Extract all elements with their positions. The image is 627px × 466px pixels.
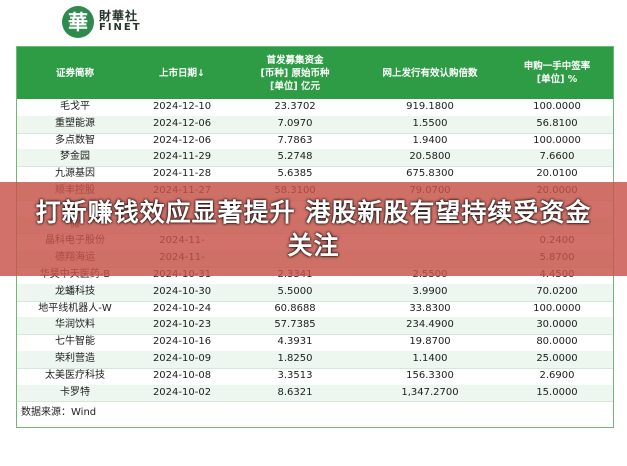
cell-fund: 4.3931 bbox=[277, 336, 313, 348]
cell-rate: 7.6600 bbox=[539, 151, 575, 163]
header-name: 证券简称 bbox=[55, 67, 94, 79]
cell-multiple: 33.8300 bbox=[409, 302, 451, 314]
cell-multiple: 156.3300 bbox=[406, 369, 454, 381]
cell-name: 龙蟠科技 bbox=[55, 285, 95, 297]
cell-fund: 7.0970 bbox=[277, 117, 313, 129]
table-row: 太美医疗科技 2024-10-08 3.3513 156.3300 2.6900 bbox=[17, 368, 613, 386]
table-row: 七牛智能 2024-10-16 4.3931 19.8700 80.0000 bbox=[17, 334, 613, 352]
cell-rate: 20.0100 bbox=[536, 168, 578, 180]
cell-name: 梦金园 bbox=[60, 151, 90, 163]
cell-multiple: 234.4900 bbox=[406, 319, 454, 331]
cell-multiple: 1,347.2700 bbox=[401, 386, 459, 398]
header-fund: 首发募集资金 [币种] 原始币种 [单位] 亿元 bbox=[231, 47, 359, 99]
cell-rate: 2.6900 bbox=[539, 369, 575, 381]
cell-name: 重塑能源 bbox=[55, 117, 95, 129]
table-row: 龙蟠科技 2024-10-30 5.5000 3.9900 70.0200 bbox=[17, 283, 613, 302]
cell-date: 2024-10-16 bbox=[152, 336, 212, 348]
cell-date: 2024-12-06 bbox=[152, 134, 212, 146]
table-row: 地平线机器人-W 2024-10-24 60.8688 33.8300 100.0000 bbox=[17, 301, 613, 319]
cell-date: 2024-12-06 bbox=[152, 117, 212, 129]
cell-multiple: 675.8300 bbox=[406, 168, 454, 180]
table-row: 荣利营造 2024-10-09 1.8250 1.1400 25.0000 bbox=[17, 351, 613, 369]
cell-rate: 100.0000 bbox=[533, 134, 581, 146]
cell-rate: 15.0000 bbox=[536, 386, 578, 398]
cell-date: 2024-12-10 bbox=[152, 101, 212, 112]
cell-rate: 70.0200 bbox=[536, 285, 578, 297]
cell-multiple: 3.9900 bbox=[412, 285, 448, 297]
cell-date: 2024-10-23 bbox=[152, 319, 212, 331]
cell-multiple: 19.8700 bbox=[409, 336, 451, 348]
cell-rate: 56.8100 bbox=[536, 117, 578, 129]
cell-name: 太美医疗科技 bbox=[45, 369, 105, 381]
table-row: 卡罗特 2024-10-02 8.6321 1,347.2700 15.0000 bbox=[17, 384, 613, 403]
cell-multiple: 1.5500 bbox=[412, 117, 448, 129]
cell-fund: 1.8250 bbox=[277, 353, 313, 364]
header-fund-line1: 首发募集资金 bbox=[266, 54, 324, 66]
cell-multiple: 919.1800 bbox=[406, 101, 454, 112]
cell-date: 2024-10-09 bbox=[152, 353, 212, 364]
cell-fund: 5.2748 bbox=[277, 151, 313, 163]
finet-logo: 華 財華社 FINET bbox=[62, 6, 142, 38]
cell-fund: 60.8688 bbox=[274, 302, 316, 314]
cell-rate: 100.0000 bbox=[533, 302, 581, 314]
table-row: 梦金园 2024-11-29 5.2748 20.5800 7.6600 bbox=[17, 149, 613, 168]
cell-multiple: 20.5800 bbox=[409, 151, 451, 163]
cell-rate: 80.0000 bbox=[536, 336, 578, 348]
cell-date: 2024-10-30 bbox=[152, 285, 212, 297]
table-header: 证券简称 上市日期↓ 首发募集资金 [币种] 原始币种 [单位] 亿元 网上发行… bbox=[17, 47, 613, 99]
data-source-note: 数据来源：Wind bbox=[21, 407, 97, 418]
cell-date: 2024-10-02 bbox=[152, 386, 212, 398]
header-date: 上市日期↓ bbox=[159, 67, 205, 79]
cell-name: 地平线机器人-W bbox=[38, 302, 112, 314]
logo-name-en: FINET bbox=[99, 22, 142, 34]
header-fund-line3: [单位] 亿元 bbox=[270, 80, 320, 92]
cell-date: 2024-11-29 bbox=[152, 151, 212, 163]
cell-fund: 5.6385 bbox=[277, 168, 313, 180]
cell-name: 七牛智能 bbox=[55, 336, 95, 348]
cell-date: 2024-11-28 bbox=[152, 168, 212, 180]
cell-rate: 30.0000 bbox=[536, 319, 578, 331]
headline-banner: 打新赚钱效应显著提升 港股新股有望持续受资金关注 bbox=[0, 182, 627, 276]
cell-fund: 57.7385 bbox=[274, 319, 316, 331]
cell-fund: 3.3513 bbox=[277, 369, 313, 381]
logo-name-cn: 財華社 bbox=[99, 9, 139, 24]
cell-date: 2024-10-08 bbox=[152, 369, 212, 381]
table-row: 毛戈平 2024-12-10 23.3702 919.1800 100.0000 bbox=[17, 99, 613, 117]
cell-name: 华润饮料 bbox=[55, 319, 95, 331]
cell-fund: 7.7863 bbox=[277, 134, 313, 146]
logo-badge: 華 bbox=[62, 6, 94, 38]
table-row: 重塑能源 2024-12-06 7.0970 1.5500 56.8100 bbox=[17, 115, 613, 134]
cell-fund: 5.5000 bbox=[277, 285, 313, 297]
header-rate: 申购一手中签率 [单位] % bbox=[501, 47, 613, 99]
header-multiple: 网上发行有效认购倍数 bbox=[382, 67, 478, 79]
cell-name: 九源基因 bbox=[55, 168, 95, 180]
cell-name: 多点数智 bbox=[55, 134, 95, 146]
cell-fund: 23.3702 bbox=[274, 101, 316, 112]
cell-multiple: 1.9400 bbox=[412, 134, 448, 146]
header-rate-line2: [单位] % bbox=[536, 74, 578, 85]
header-rate-line1: 申购一手中签率 bbox=[523, 61, 591, 72]
cell-name: 荣利营造 bbox=[55, 353, 95, 364]
cell-fund: 8.6321 bbox=[277, 386, 313, 398]
cell-name: 卡罗特 bbox=[60, 386, 90, 398]
table-row: 华润饮料 2024-10-23 57.7385 234.4900 30.0000 bbox=[17, 317, 613, 336]
cell-rate: 100.0000 bbox=[533, 101, 581, 112]
logo-wordmark: 財華社 FINET bbox=[99, 10, 142, 33]
table-row: 多点数智 2024-12-06 7.7863 1.9400 100.0000 bbox=[17, 133, 613, 151]
cell-name: 毛戈平 bbox=[60, 101, 90, 112]
cell-date: 2024-10-24 bbox=[152, 302, 212, 314]
headline-title: 打新赚钱效应显著提升 港股新股有望持续受资金关注 bbox=[35, 198, 592, 260]
header-fund-line2: [币种] 原始币种 bbox=[260, 67, 330, 79]
cell-multiple: 1.1400 bbox=[412, 353, 448, 364]
cell-rate: 25.0000 bbox=[536, 353, 578, 364]
